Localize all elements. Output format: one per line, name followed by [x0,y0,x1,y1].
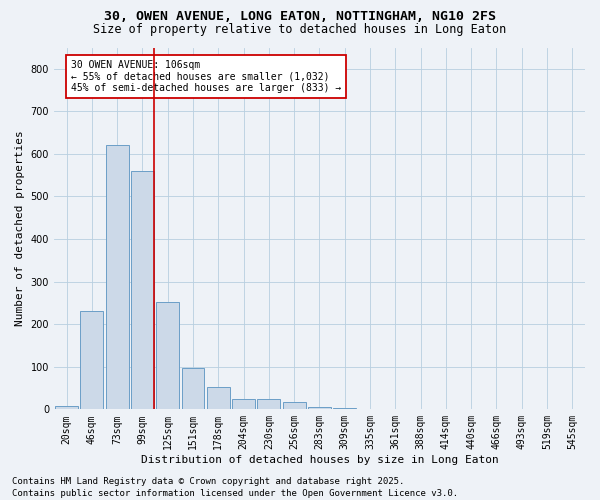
Bar [232,398,255,409]
Bar [334,408,356,410]
Text: 30 OWEN AVENUE: 106sqm
← 55% of detached houses are smaller (1,032)
45% of semi-: 30 OWEN AVENUE: 106sqm ← 55% of detached… [71,60,341,94]
Bar [207,387,230,409]
X-axis label: Distribution of detached houses by size in Long Eaton: Distribution of detached houses by size … [140,455,499,465]
Text: Contains HM Land Registry data © Crown copyright and database right 2025.
Contai: Contains HM Land Registry data © Crown c… [12,476,458,498]
Bar [308,407,331,410]
Y-axis label: Number of detached properties: Number of detached properties [15,130,25,326]
Bar [157,302,179,410]
Bar [106,146,128,410]
Text: Size of property relative to detached houses in Long Eaton: Size of property relative to detached ho… [94,22,506,36]
Bar [283,402,305,409]
Bar [257,398,280,409]
Bar [55,406,78,409]
Bar [80,310,103,410]
Bar [131,171,154,410]
Bar [182,368,205,410]
Text: 30, OWEN AVENUE, LONG EATON, NOTTINGHAM, NG10 2FS: 30, OWEN AVENUE, LONG EATON, NOTTINGHAM,… [104,10,496,23]
